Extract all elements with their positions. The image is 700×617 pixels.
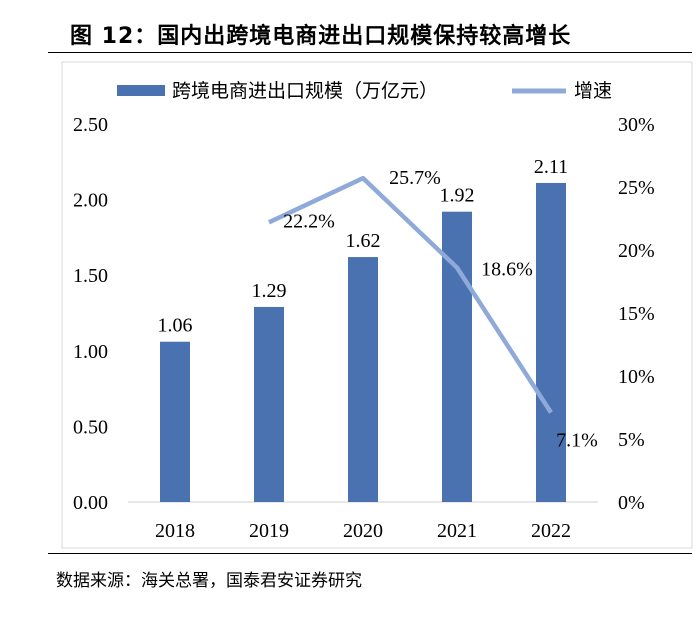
y-left-tick-label: 0.00 — [73, 492, 108, 514]
x-tick-label: 2019 — [249, 520, 289, 542]
chart-frame — [61, 61, 693, 549]
legend: 跨境电商进出口规模（万亿元） 增速 — [117, 80, 612, 102]
bar-value-label: 1.29 — [252, 280, 287, 302]
y-left-tick-label: 2.00 — [73, 190, 108, 212]
line-value-label: 22.2% — [283, 210, 335, 232]
line-value-label: 7.1% — [556, 430, 598, 452]
title-rule — [48, 52, 692, 53]
y-right-tick-label: 10% — [618, 366, 655, 388]
y-right-tick-label: 25% — [618, 177, 655, 199]
x-tick-label: 2022 — [531, 520, 571, 542]
bar-value-label: 1.62 — [346, 230, 381, 252]
line-value-label: 18.6% — [481, 259, 533, 281]
y-right-tick-label: 15% — [618, 303, 655, 325]
bar-value-label: 1.06 — [158, 315, 193, 337]
bar — [254, 306, 284, 502]
bar-value-label: 1.92 — [440, 185, 475, 207]
y-left-tick-label: 1.00 — [73, 341, 108, 363]
legend-bar-swatch — [117, 85, 165, 96]
y-left-tick-label: 0.50 — [73, 416, 108, 438]
bar — [536, 182, 566, 502]
x-tick-label: 2018 — [155, 520, 195, 542]
bar — [160, 341, 190, 502]
y-right-tick-label: 0% — [618, 492, 645, 514]
bar-line-chart: 跨境电商进出口规模（万亿元） 增速 0.00 0.50 1.00 1.50 2.00 2.… — [61, 61, 693, 549]
y-right-tick-label: 5% — [618, 429, 645, 451]
x-tick-label: 2020 — [343, 520, 383, 542]
y-left-tick-label: 2.50 — [73, 114, 108, 136]
legend-bar-label: 跨境电商进出口规模（万亿元） — [172, 80, 438, 102]
footer-rule — [48, 553, 692, 554]
source-note: 数据来源：海关总署，国泰君安证券研究 — [56, 571, 362, 591]
x-tick-label: 2021 — [437, 520, 477, 542]
legend-line-label: 增速 — [574, 80, 612, 102]
bar-value-label: 2.11 — [534, 156, 568, 178]
growth-rate-line — [268, 175, 553, 414]
y-right-tick-label: 20% — [618, 240, 655, 262]
figure-title: 图 12：国内出跨境电商进出口规模保持较高增长 — [70, 24, 572, 49]
y-left-tick-label: 1.50 — [73, 265, 108, 287]
line-value-label: 25.7% — [389, 167, 441, 189]
bar — [348, 257, 378, 502]
y-right-tick-label: 30% — [618, 114, 655, 136]
